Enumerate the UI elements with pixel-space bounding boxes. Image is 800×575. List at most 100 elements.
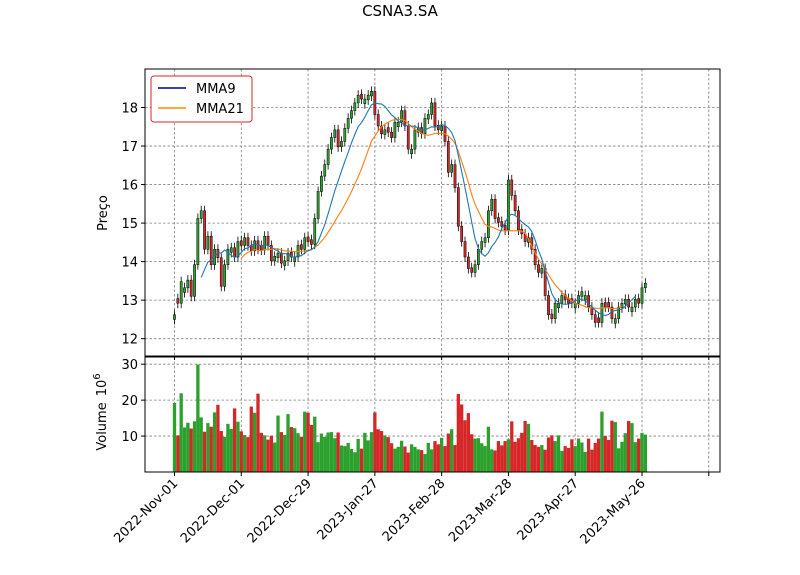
volume-bar: [246, 437, 250, 472]
candle-body: [229, 247, 233, 253]
candle-body: [470, 267, 474, 273]
volume-bar: [313, 416, 317, 472]
volume-bar: [232, 408, 237, 472]
candle-body: [223, 264, 226, 287]
volume-bar: [543, 449, 547, 472]
volume-bar: [269, 435, 273, 472]
x-tick-label: 2023-Apr-27: [515, 476, 582, 543]
volume-bar: [436, 444, 440, 472]
volume-bar: [473, 438, 477, 472]
volume-bar: [546, 437, 551, 472]
candle-body: [320, 175, 323, 192]
price-ytick-label: 14: [121, 256, 138, 271]
candle-body: [600, 302, 604, 323]
volume-bar: [536, 446, 541, 472]
volume-bar: [446, 433, 450, 472]
volume-bar: [209, 426, 213, 472]
candle-body: [246, 237, 250, 246]
candle-body: [386, 127, 390, 133]
volume-bar: [202, 431, 207, 472]
candle-body: [283, 260, 287, 266]
volume-bar: [273, 442, 277, 472]
candle-body: [363, 98, 367, 104]
volume-bar: [236, 421, 240, 472]
candle-body: [189, 279, 193, 297]
candle-body: [467, 256, 470, 269]
candle-body: [263, 235, 267, 251]
volume-bar: [643, 434, 647, 472]
volume-bar: [550, 435, 554, 472]
candle-body: [350, 110, 353, 119]
candle-body: [343, 128, 347, 142]
candle-body: [340, 141, 343, 148]
candle-body: [276, 252, 280, 259]
candle-body: [266, 235, 270, 246]
candle-body: [430, 102, 433, 115]
volume-bar: [279, 432, 284, 472]
candle-body: [603, 302, 607, 308]
volume-bar: [276, 415, 280, 472]
candle-body: [183, 287, 186, 293]
candle-body: [406, 125, 410, 150]
volume-bar: [616, 448, 621, 472]
candle-body: [500, 221, 504, 227]
candle-body: [587, 295, 590, 308]
volume-bar: [206, 423, 210, 472]
volume-bar: [429, 449, 434, 472]
volume-bar: [326, 432, 330, 472]
volume-bar: [379, 431, 384, 472]
x-tick-label: 2023-May-26: [578, 476, 649, 547]
x-tick-label: 2022-Nov-01: [111, 476, 181, 546]
volume-bar: [553, 441, 557, 472]
volume-bar: [339, 445, 344, 472]
candle-body: [310, 239, 313, 245]
volume-bar: [212, 412, 217, 472]
volume-bar: [426, 442, 430, 472]
candle-body: [450, 164, 454, 173]
candle-body: [196, 218, 200, 265]
volume-bar: [306, 412, 310, 472]
volume-bar: [369, 432, 374, 472]
volume-bar: [356, 438, 360, 472]
candle-body: [487, 210, 490, 238]
candle-body: [460, 225, 464, 242]
volume-bar: [419, 450, 424, 472]
candle-body: [326, 148, 330, 165]
volume-bar: [443, 446, 447, 472]
price-panel: 12 13 14 15 16 17 18 Preço: [96, 68, 721, 357]
candle-body: [413, 129, 417, 150]
volume-bar: [516, 438, 521, 472]
volume-bar: [563, 446, 567, 472]
candle-body: [206, 235, 210, 250]
volume-bar: [513, 441, 517, 472]
volume-bar: [626, 420, 631, 472]
volume-bar: [490, 449, 494, 472]
candle-body: [537, 264, 540, 273]
candle-body: [253, 240, 256, 252]
volume-bar: [286, 414, 290, 472]
candle-body: [360, 94, 363, 100]
volume-bar: [613, 422, 617, 472]
candle-body: [383, 129, 387, 135]
candle-body: [560, 295, 564, 304]
candle-body: [226, 249, 230, 265]
volume-frame: [144, 356, 721, 473]
volume-bar: [229, 428, 233, 472]
candle-body: [280, 252, 283, 264]
price-ytick-label: 15: [121, 217, 138, 232]
volume-bar: [329, 432, 334, 472]
volume-bar: [496, 441, 501, 472]
candle-body: [323, 164, 327, 177]
volume-bar: [573, 446, 577, 472]
candle-body: [370, 91, 373, 97]
candle-body: [316, 191, 320, 219]
candle-body: [623, 299, 627, 305]
volume-bar: [396, 446, 400, 472]
volume-bar: [309, 424, 314, 472]
candle-body: [633, 299, 637, 308]
candle-body: [410, 148, 413, 155]
volume-bar: [503, 441, 507, 472]
volume-bar: [176, 435, 180, 472]
volume-bar: [603, 436, 607, 472]
volume-bar: [389, 443, 394, 472]
